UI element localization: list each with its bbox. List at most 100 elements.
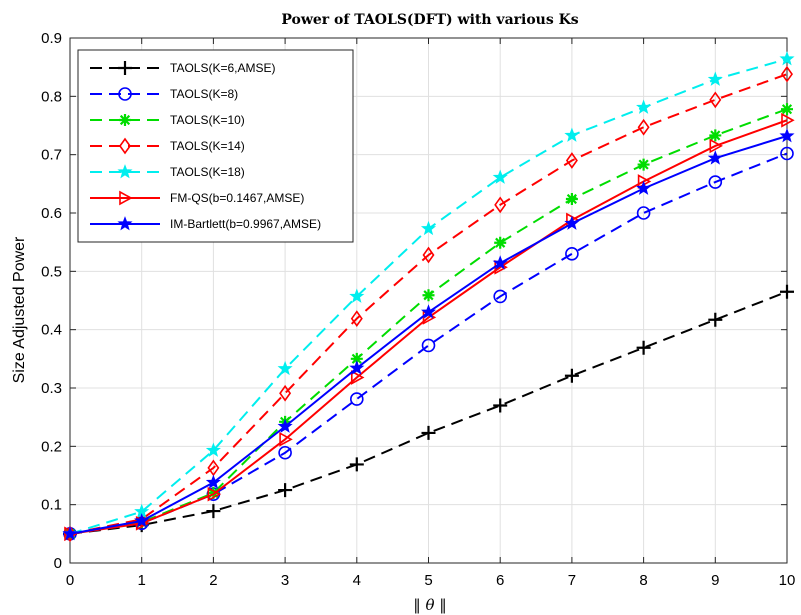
- series-line: [69, 119, 788, 535]
- data-point: [278, 483, 293, 498]
- data-point: [781, 65, 793, 83]
- data-point: [349, 392, 364, 406]
- data-point: [709, 138, 723, 154]
- data-point: [494, 236, 507, 249]
- data-point: [351, 370, 365, 385]
- data-point: [565, 193, 578, 205]
- series: [62, 51, 795, 543]
- data-point: [636, 180, 652, 195]
- data-point: [564, 127, 580, 142]
- data-point: [781, 103, 793, 116]
- data-point: [492, 255, 508, 270]
- data-point: [708, 175, 723, 189]
- legend-label: FM-QS(b=0.1467,AMSE): [170, 191, 304, 205]
- data-point: [636, 206, 651, 220]
- data-point: [205, 442, 221, 457]
- data-point: [422, 289, 435, 302]
- data-point: [205, 474, 221, 489]
- y-tick-label: 0: [54, 555, 62, 572]
- y-tick-label: 0.9: [41, 30, 62, 47]
- y-tick-label: 0.1: [41, 497, 62, 514]
- legend-entry: TAOLS(K=6,AMSE): [90, 61, 275, 75]
- x-tick-label: 10: [779, 572, 796, 589]
- y-tick-label: 0.2: [41, 438, 62, 455]
- data-point: [62, 525, 78, 541]
- legend-entry: TAOLS(K=8): [90, 87, 238, 101]
- data-point: [350, 352, 363, 365]
- data-point: [134, 513, 150, 528]
- data-point: [349, 360, 365, 375]
- series-line: [69, 290, 788, 535]
- x-tick-label: 5: [424, 572, 432, 589]
- data-point: [707, 71, 723, 86]
- legend-label: TAOLS(K=8): [170, 87, 238, 101]
- data-point: [278, 445, 292, 460]
- data-point: [565, 152, 578, 169]
- data-point: [421, 425, 436, 440]
- legend-entry: TAOLS(K=18): [90, 164, 245, 179]
- data-point: [780, 284, 794, 299]
- data-point: [422, 246, 435, 264]
- legend-box: [77, 49, 354, 243]
- x-tick-label: 4: [353, 572, 361, 589]
- data-point: [565, 247, 579, 261]
- data-point: [636, 99, 652, 114]
- data-point: [636, 340, 651, 355]
- data-point: [707, 150, 723, 165]
- data-point: [637, 118, 650, 136]
- y-axis-label: Size Adjusted Power: [11, 236, 28, 383]
- legend: TAOLS(K=6,AMSE) TAOLS(K=8) TAOLS(K=10) TAOL…: [77, 49, 354, 243]
- x-tick-label: 9: [711, 572, 719, 589]
- x-tick-label: 7: [568, 572, 576, 589]
- data-point: [780, 146, 794, 161]
- data-point: [709, 129, 722, 142]
- y-tick-label: 0.4: [41, 322, 62, 339]
- data-point: [781, 112, 795, 128]
- data-point: [206, 504, 221, 519]
- data-point: [708, 312, 723, 327]
- data-point: [709, 91, 722, 109]
- legend-marker: [117, 164, 133, 179]
- legend-label: TAOLS(K=14): [170, 139, 245, 153]
- legend-marker: [119, 114, 131, 126]
- data-point: [564, 368, 579, 383]
- data-point: [279, 431, 293, 447]
- data-point: [420, 220, 437, 236]
- legend-entry: FM-QS(b=0.1467,AMSE): [90, 190, 304, 206]
- chart-title: Power of TAOLS(DFT) with various Ks: [281, 12, 578, 28]
- x-tick-label: 3: [281, 572, 289, 589]
- y-tick-label: 0.5: [41, 263, 62, 280]
- legend-marker: [118, 61, 132, 75]
- data-point: [207, 486, 222, 502]
- legend-entry: TAOLS(K=14): [90, 137, 245, 155]
- data-point: [493, 289, 508, 304]
- legend-label: TAOLS(K=10): [170, 113, 245, 127]
- data-point: [277, 360, 293, 376]
- data-point: [279, 384, 292, 402]
- data-point: [493, 398, 508, 413]
- y-tick-label: 0.7: [41, 147, 62, 164]
- x-tick-label: 1: [138, 572, 146, 589]
- data-point: [779, 128, 795, 143]
- data-point: [492, 169, 508, 184]
- y-tick-label: 0.6: [41, 205, 62, 222]
- data-point: [349, 457, 364, 472]
- y-tick-label: 0.8: [41, 88, 62, 105]
- x-axis-label: ‖ θ ‖: [413, 596, 447, 614]
- y-tick-label: 0.3: [41, 380, 62, 397]
- x-tick-label: 0: [66, 572, 74, 589]
- legend-marker: [118, 87, 132, 101]
- x-tick-label: 6: [496, 572, 504, 589]
- data-point: [779, 51, 795, 66]
- data-point: [350, 310, 363, 327]
- data-point: [494, 196, 507, 214]
- legend-marker: [119, 137, 131, 155]
- legend-entry: TAOLS(K=10): [90, 113, 245, 127]
- data-point: [420, 304, 437, 319]
- data-point: [564, 215, 580, 230]
- series-line: [69, 73, 788, 535]
- legend-label: TAOLS(K=6,AMSE): [170, 61, 275, 75]
- legend-marker: [119, 190, 133, 206]
